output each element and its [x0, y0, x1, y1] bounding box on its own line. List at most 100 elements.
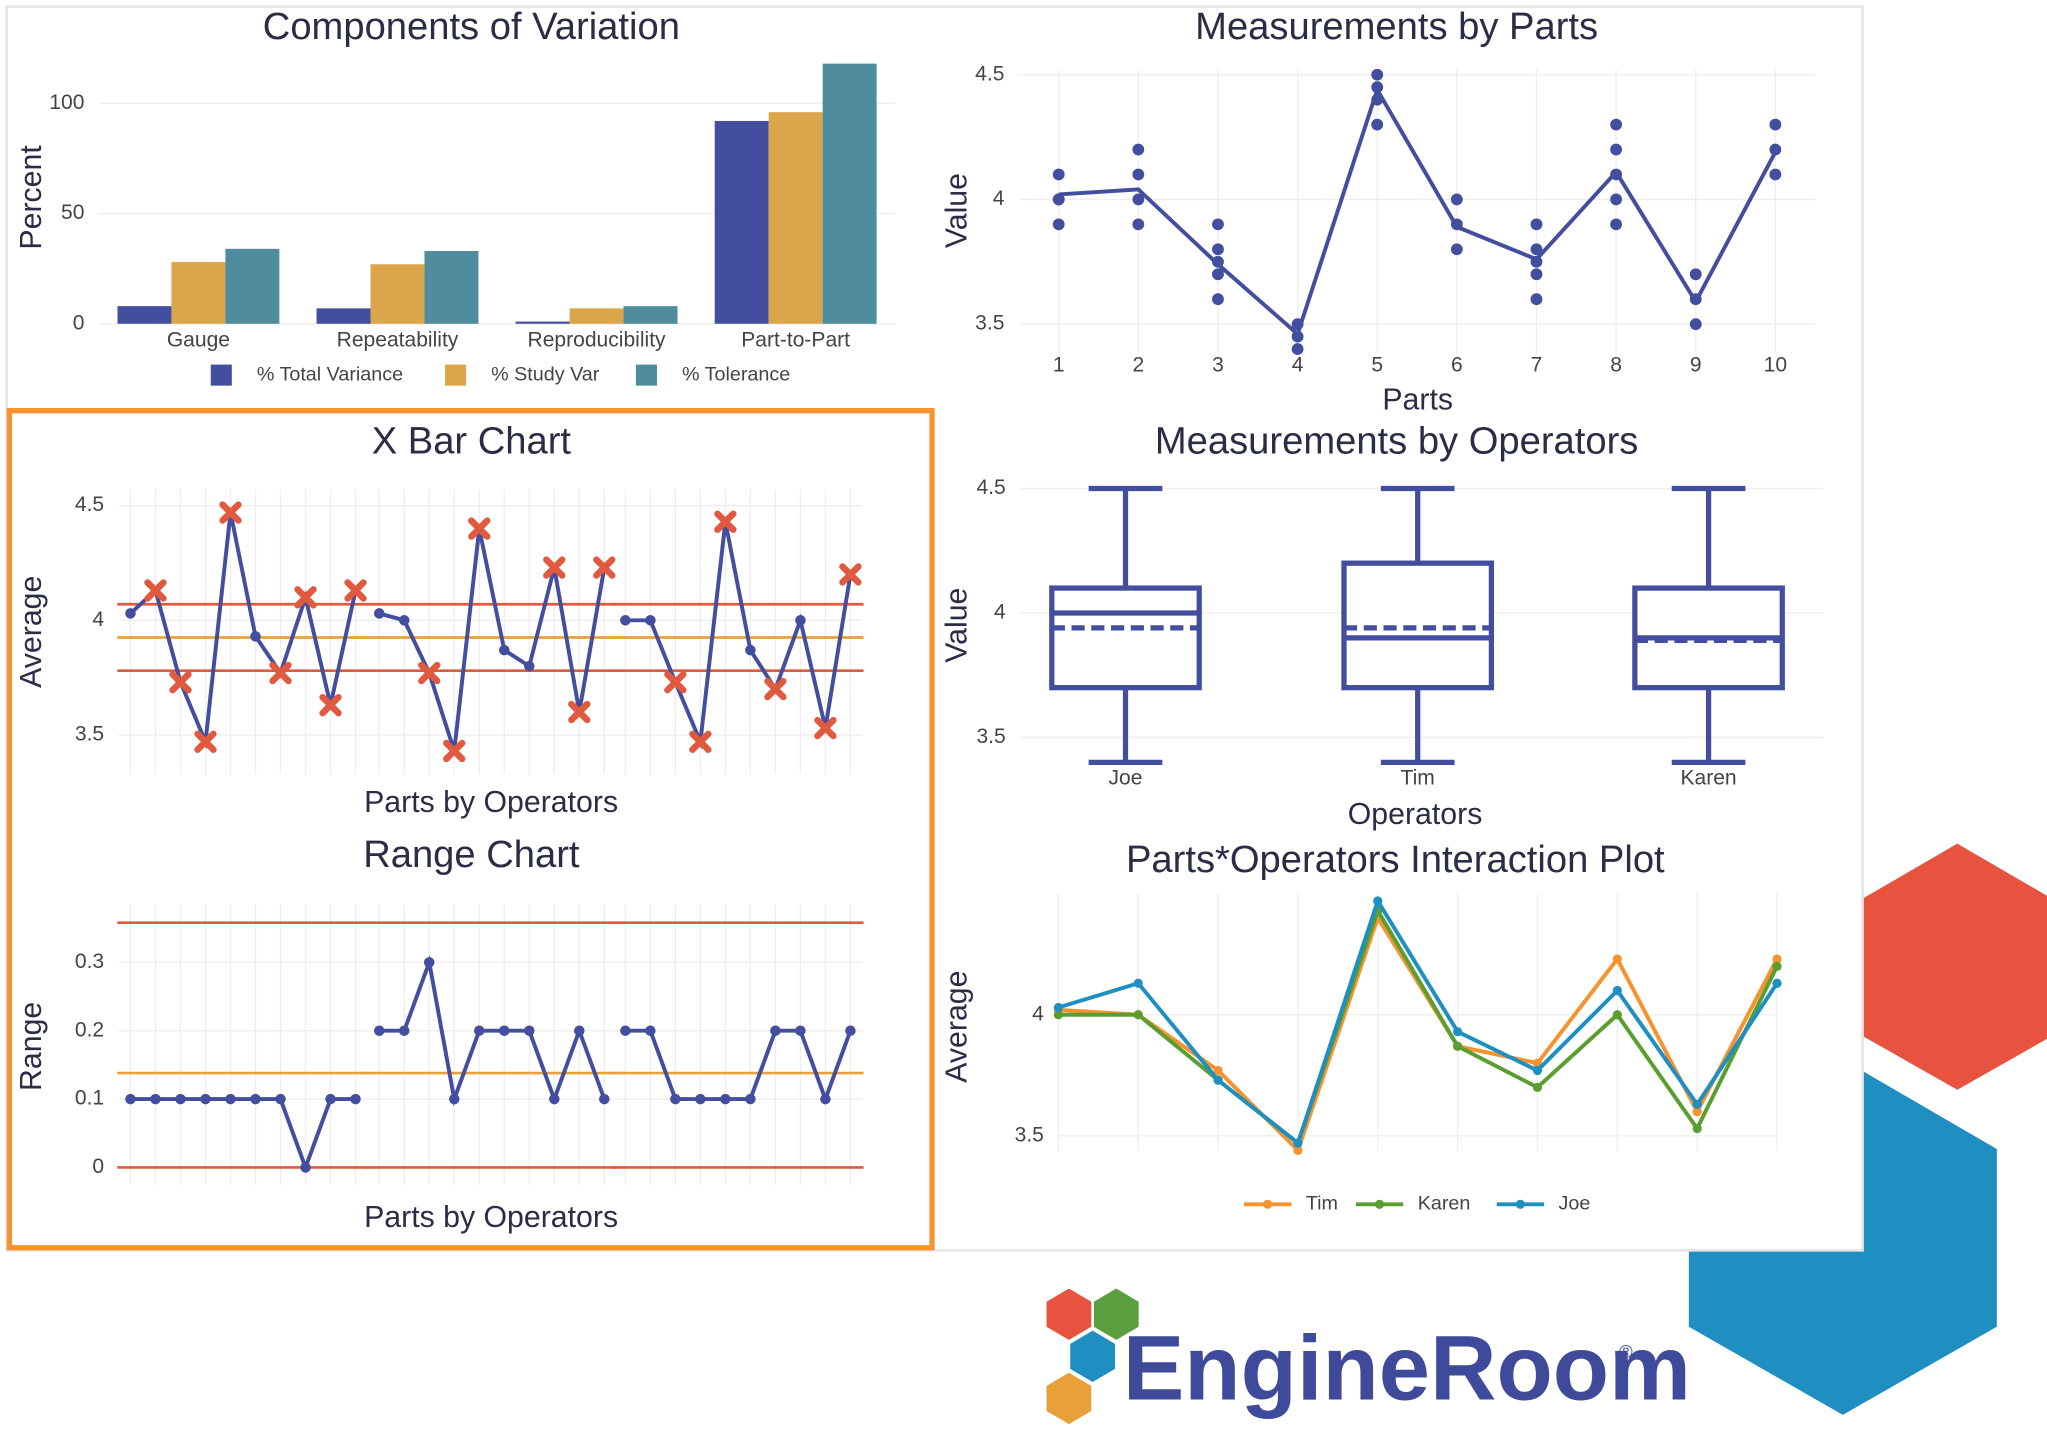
series-line	[625, 1028, 853, 1105]
point	[1530, 243, 1543, 256]
point	[1291, 330, 1304, 343]
legend-label: % Tolerance	[682, 363, 790, 385]
point	[1610, 193, 1623, 206]
chart-title: Range Chart	[363, 833, 580, 876]
point	[1530, 293, 1543, 306]
point	[524, 1025, 535, 1036]
out-of-control-point	[418, 661, 441, 685]
y-axis-label: Value	[940, 173, 973, 248]
point	[1530, 255, 1543, 268]
bar	[822, 63, 877, 324]
point	[1532, 1082, 1543, 1092]
point	[845, 1025, 856, 1036]
legend-label: Joe	[1559, 1193, 1591, 1215]
series-line	[1057, 896, 1779, 1147]
point	[549, 1093, 560, 1105]
point	[1610, 143, 1623, 156]
point	[499, 644, 510, 656]
decor-hexagon	[1850, 843, 2047, 1090]
point	[1450, 218, 1463, 231]
bar	[515, 321, 570, 324]
out-of-control-point	[443, 739, 466, 763]
point	[795, 1025, 806, 1036]
point	[1612, 985, 1622, 996]
point	[373, 608, 385, 619]
series-line	[1058, 905, 1779, 1147]
legend-swatch	[210, 364, 232, 386]
point	[1291, 318, 1304, 331]
bar	[714, 120, 769, 324]
y-tick-label: 100	[49, 91, 84, 114]
out-of-control-point	[219, 501, 242, 524]
legend-label: % Study Var	[491, 363, 600, 385]
point	[620, 1025, 631, 1036]
series-line	[130, 1097, 356, 1174]
y-tick-label: 4	[92, 608, 104, 631]
x-tick-label: 10	[1764, 353, 1787, 376]
legend-swatch	[1374, 1199, 1385, 1209]
y-tick-label: 4	[993, 187, 1005, 210]
legend-swatch	[445, 364, 467, 386]
point	[1212, 255, 1224, 268]
point	[1212, 243, 1224, 256]
point	[250, 1093, 261, 1105]
x-tick-label: Joe	[1109, 767, 1143, 790]
x-tick-label: Part-to-Part	[741, 328, 850, 351]
point	[1053, 1010, 1063, 1020]
y-axis-label: Percent	[15, 145, 48, 250]
highlight-box	[6, 408, 935, 1251]
point	[1373, 896, 1383, 906]
logo-hexagon	[1046, 1288, 1092, 1340]
out-of-control-point	[294, 586, 317, 609]
point	[1612, 954, 1622, 964]
point	[1530, 268, 1543, 281]
point	[1371, 68, 1384, 81]
point	[175, 1093, 186, 1105]
y-axis-label: Average	[940, 971, 973, 1083]
point	[1291, 343, 1304, 355]
point	[473, 1025, 485, 1036]
point	[745, 644, 756, 656]
chart-title: X Bar Chart	[372, 420, 572, 463]
point	[599, 1093, 610, 1105]
point	[1689, 293, 1702, 306]
point	[1772, 961, 1782, 971]
bar	[225, 248, 280, 324]
point	[795, 615, 806, 626]
point	[1532, 1065, 1543, 1076]
point	[574, 1025, 585, 1036]
y-tick-label: 4	[1032, 1002, 1044, 1025]
chart-title: Measurements by Parts	[1195, 5, 1598, 48]
chart-title: Parts*Operators Interaction Plot	[1126, 838, 1665, 881]
point	[1371, 118, 1384, 131]
point	[1052, 218, 1065, 231]
x-tick-label: 9	[1690, 353, 1702, 376]
point	[1530, 218, 1543, 231]
y-axis-label: Range	[15, 1002, 48, 1091]
logo-hexagon	[1093, 1288, 1139, 1340]
out-of-control-point	[839, 563, 862, 586]
point	[1053, 1002, 1063, 1013]
x-tick-label: Repeatability	[337, 328, 459, 351]
box	[1049, 585, 1202, 691]
point	[670, 1093, 681, 1105]
bar	[424, 251, 479, 324]
point	[125, 608, 136, 619]
bar	[623, 306, 678, 324]
point	[398, 1025, 410, 1036]
point	[1213, 1065, 1223, 1076]
point	[1692, 1106, 1702, 1117]
y-tick-label: 4.5	[975, 62, 1004, 85]
point	[125, 1093, 136, 1105]
point	[720, 1093, 731, 1105]
x-axis-label: Parts by Operators	[364, 786, 618, 819]
y-tick-label: 50	[61, 201, 84, 224]
y-axis-label: Value	[940, 588, 973, 663]
out-of-control-point	[169, 671, 192, 694]
point	[1612, 1010, 1622, 1020]
point	[200, 1093, 211, 1105]
y-tick-label: 0.2	[75, 1018, 104, 1041]
point	[250, 631, 261, 642]
x-tick-label: Reproducibility	[528, 328, 667, 351]
